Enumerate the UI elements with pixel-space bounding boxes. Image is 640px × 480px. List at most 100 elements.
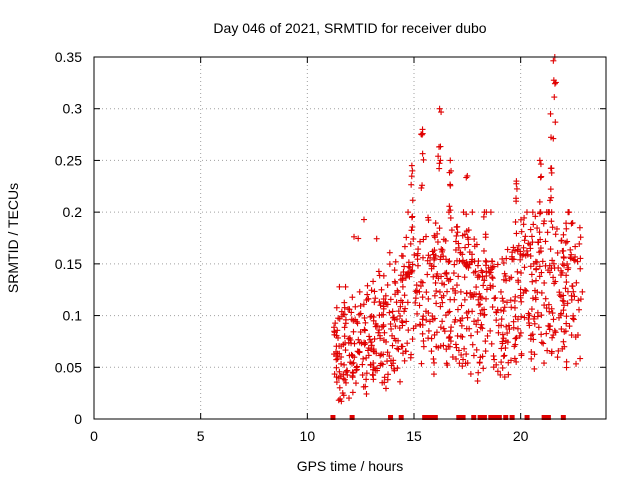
data-point bbox=[438, 109, 445, 116]
data-point bbox=[443, 256, 450, 263]
data-point bbox=[499, 364, 506, 371]
x-tick-label: 20 bbox=[513, 428, 529, 444]
data-point bbox=[349, 389, 356, 396]
data-point bbox=[401, 308, 408, 315]
data-point bbox=[360, 216, 367, 223]
data-point bbox=[342, 283, 349, 290]
data-point bbox=[522, 233, 529, 240]
data-point bbox=[333, 343, 340, 350]
data-point bbox=[517, 286, 524, 293]
data-point bbox=[487, 269, 494, 276]
data-point bbox=[538, 289, 545, 296]
data-point bbox=[439, 248, 446, 255]
data-point bbox=[445, 309, 452, 316]
data-point bbox=[500, 308, 507, 315]
data-point bbox=[563, 225, 570, 232]
data-point bbox=[399, 343, 406, 350]
data-point bbox=[464, 234, 471, 241]
data-point bbox=[550, 316, 557, 323]
data-point bbox=[571, 293, 578, 300]
gap-marker bbox=[460, 415, 466, 420]
data-point bbox=[458, 351, 465, 358]
data-point bbox=[477, 354, 484, 361]
data-point bbox=[420, 236, 427, 243]
data-point bbox=[456, 360, 463, 367]
data-point bbox=[552, 278, 559, 285]
data-point bbox=[471, 236, 478, 243]
data-point bbox=[536, 273, 543, 280]
data-point bbox=[494, 306, 501, 313]
data-point bbox=[408, 162, 415, 169]
data-point bbox=[536, 263, 543, 270]
data-point bbox=[473, 346, 480, 353]
data-point bbox=[414, 256, 421, 263]
data-point bbox=[356, 288, 363, 295]
data-point bbox=[409, 197, 416, 204]
data-point bbox=[547, 246, 554, 253]
data-point bbox=[562, 285, 569, 292]
data-point bbox=[510, 324, 517, 331]
data-point bbox=[549, 224, 556, 231]
data-point bbox=[526, 322, 533, 329]
data-point bbox=[550, 57, 557, 64]
x-axis-title: GPS time / hours bbox=[297, 458, 404, 474]
chart-title: Day 046 of 2021, SRMTID for receiver dub… bbox=[213, 20, 486, 36]
data-point bbox=[564, 288, 571, 295]
data-point bbox=[475, 272, 482, 279]
data-point bbox=[393, 299, 400, 306]
data-point bbox=[452, 246, 459, 253]
data-point bbox=[574, 258, 581, 265]
data-point bbox=[348, 309, 355, 316]
data-point bbox=[504, 330, 511, 337]
gap-marker bbox=[432, 415, 438, 420]
data-point bbox=[543, 330, 550, 337]
data-point bbox=[459, 251, 466, 258]
data-point bbox=[452, 290, 459, 297]
data-point bbox=[370, 317, 377, 324]
data-point bbox=[335, 375, 342, 382]
y-tick-label: 0 bbox=[74, 411, 82, 427]
data-point bbox=[531, 287, 538, 294]
data-point bbox=[504, 246, 511, 253]
data-point bbox=[494, 261, 501, 268]
data-point bbox=[424, 271, 431, 278]
data-point bbox=[466, 249, 473, 256]
data-point bbox=[432, 220, 439, 227]
data-point bbox=[541, 279, 548, 286]
data-point bbox=[429, 313, 436, 320]
data-point bbox=[403, 234, 410, 241]
data-point bbox=[403, 318, 410, 325]
gap-marker bbox=[541, 415, 547, 420]
data-point bbox=[491, 295, 498, 302]
data-point bbox=[405, 209, 412, 216]
data-point bbox=[380, 337, 387, 344]
data-point bbox=[539, 258, 546, 265]
data-point bbox=[440, 236, 447, 243]
data-point bbox=[387, 296, 394, 303]
data-point bbox=[431, 234, 438, 241]
data-point bbox=[433, 329, 440, 336]
data-point bbox=[501, 270, 508, 277]
data-point bbox=[538, 173, 545, 180]
data-point bbox=[389, 308, 396, 315]
x-tick-label: 0 bbox=[90, 428, 98, 444]
data-point bbox=[380, 272, 387, 279]
data-point bbox=[356, 311, 363, 318]
data-point bbox=[569, 283, 576, 290]
data-point bbox=[554, 249, 561, 256]
data-point bbox=[436, 160, 443, 167]
data-point bbox=[439, 318, 446, 325]
data-point bbox=[554, 354, 561, 361]
data-point bbox=[419, 294, 426, 301]
data-point bbox=[408, 351, 415, 358]
data-point bbox=[362, 383, 369, 390]
data-point bbox=[387, 357, 394, 364]
data-point bbox=[419, 182, 426, 189]
data-point bbox=[475, 317, 482, 324]
data-point bbox=[548, 348, 555, 355]
data-point bbox=[372, 367, 379, 374]
data-point bbox=[428, 348, 435, 355]
data-point bbox=[563, 279, 570, 286]
data-point bbox=[510, 244, 517, 251]
